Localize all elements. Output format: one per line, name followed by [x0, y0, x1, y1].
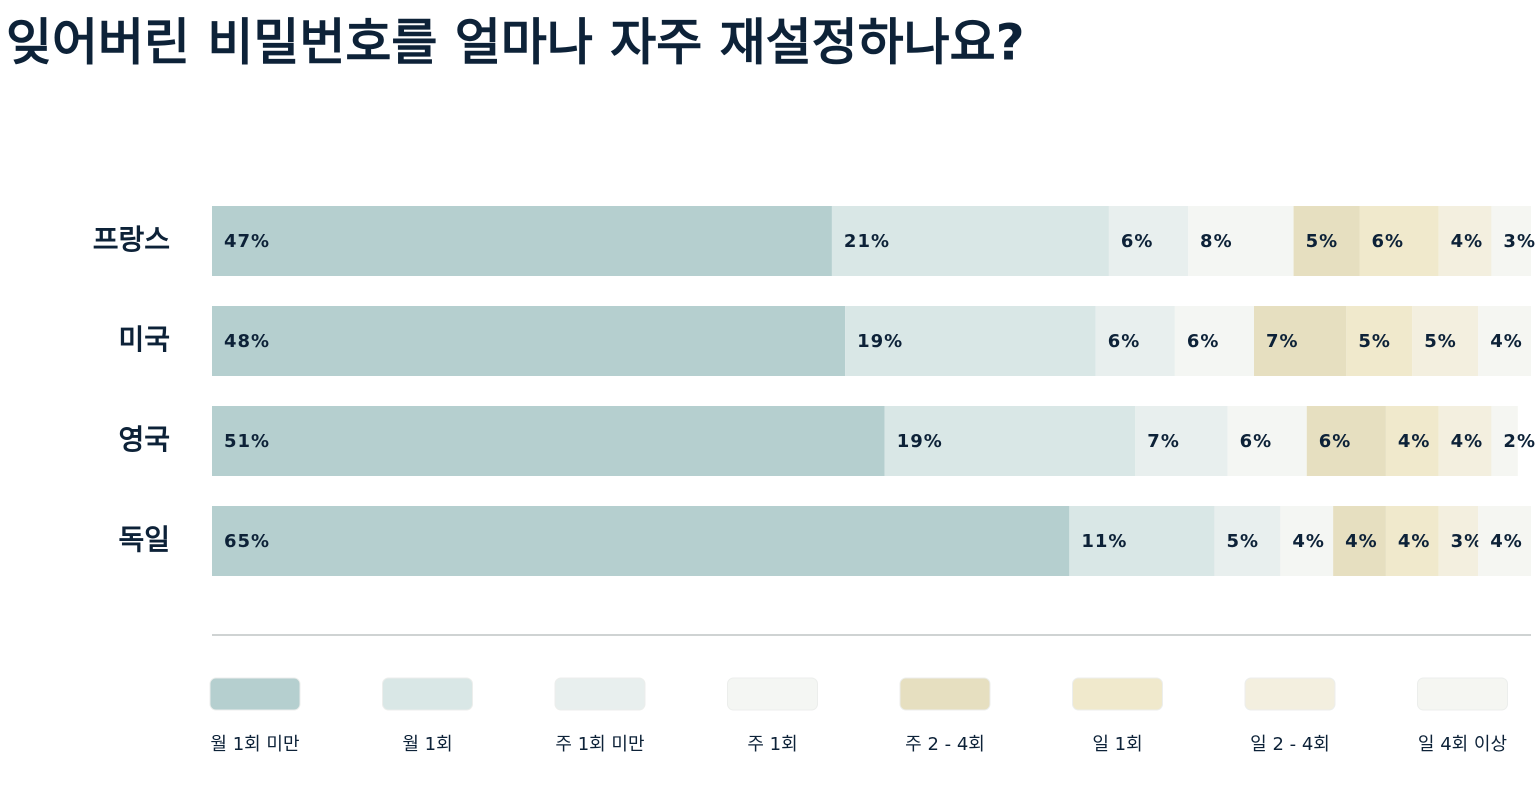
legend-label: 월 1회 미만 — [210, 734, 299, 755]
bar-segment — [1478, 506, 1531, 576]
bar-segment — [1491, 406, 1518, 476]
value-label: 3% — [1451, 531, 1484, 552]
value-label: 5% — [1358, 331, 1391, 352]
bar-segment — [1438, 206, 1492, 276]
bar-segment — [1385, 406, 1439, 476]
bar-segment — [1069, 506, 1215, 576]
value-label: 4% — [1345, 531, 1378, 552]
bar-segment — [1280, 506, 1334, 576]
bar-segment — [1135, 406, 1228, 476]
value-label: 8% — [1200, 231, 1233, 252]
chart-title: 잊어버린 비밀번호를 얼마나 자주 재설정하나요? — [6, 14, 1025, 72]
value-label: 19% — [857, 331, 903, 352]
value-label: 6% — [1121, 231, 1154, 252]
value-label: 5% — [1424, 331, 1457, 352]
value-label: 19% — [897, 431, 943, 452]
legend-label: 일 1회 — [1092, 734, 1142, 755]
legend-swatch — [1417, 677, 1508, 711]
legend-swatch — [1072, 677, 1163, 711]
value-label: 7% — [1266, 331, 1299, 352]
value-label: 21% — [844, 231, 890, 252]
bar-segment — [1188, 206, 1294, 276]
value-label: 5% — [1306, 231, 1339, 252]
value-label: 4% — [1292, 531, 1325, 552]
legend-label: 일 4회 이상 — [1418, 734, 1507, 755]
legend-swatch — [382, 677, 473, 711]
bar-segment — [1174, 306, 1255, 376]
legend-label: 주 2 - 4회 — [905, 734, 985, 755]
bar-segment — [1438, 506, 1479, 576]
category-label: 영국 — [118, 423, 170, 456]
category-label: 프랑스 — [93, 223, 170, 256]
bar-segment — [1346, 306, 1413, 376]
value-label: 4% — [1451, 231, 1484, 252]
bar-segment — [212, 506, 1070, 576]
value-label: 4% — [1398, 531, 1431, 552]
bar-segment — [1491, 206, 1531, 276]
legend-label: 일 2 - 4회 — [1250, 734, 1330, 755]
value-label: 11% — [1081, 531, 1127, 552]
legend-swatch — [899, 677, 991, 711]
bar-segment — [1385, 506, 1439, 576]
value-label: 3% — [1503, 231, 1536, 252]
value-label: 4% — [1490, 531, 1523, 552]
value-label: 2% — [1503, 431, 1536, 452]
legend-label: 월 1회 — [402, 734, 452, 755]
value-label: 51% — [224, 431, 270, 452]
value-label: 7% — [1147, 431, 1180, 452]
bar-segment — [1333, 506, 1386, 576]
bar-segment — [1412, 306, 1479, 376]
value-label: 6% — [1240, 431, 1273, 452]
value-label: 6% — [1108, 331, 1141, 352]
legend-label: 주 1회 미만 — [555, 734, 644, 755]
value-label: 5% — [1226, 531, 1259, 552]
bar-segment — [1359, 206, 1439, 276]
legend-swatch — [209, 677, 301, 711]
value-label: 4% — [1398, 431, 1431, 452]
bar-segment — [212, 306, 846, 376]
bar-segment — [1095, 306, 1175, 376]
bar-segment — [212, 206, 832, 276]
value-label: 48% — [224, 331, 270, 352]
bar-segment — [831, 206, 1109, 276]
bar-segment — [1293, 206, 1360, 276]
bar-segment — [1478, 306, 1531, 376]
value-label: 65% — [224, 531, 270, 552]
legend-label: 주 1회 — [747, 734, 797, 755]
value-label: 4% — [1490, 331, 1523, 352]
value-label: 6% — [1319, 431, 1352, 452]
value-label: 6% — [1372, 231, 1405, 252]
bar-segment — [1227, 406, 1307, 476]
value-label: 6% — [1187, 331, 1220, 352]
bar-segment — [212, 406, 885, 476]
bar-segment — [1306, 406, 1386, 476]
category-label: 독일 — [118, 523, 170, 556]
bar-segment — [845, 306, 1096, 376]
legend-swatch — [727, 677, 818, 711]
legend-swatch — [554, 677, 646, 711]
bar-segment — [884, 406, 1136, 476]
category-label: 미국 — [118, 323, 170, 356]
legend-swatch — [1244, 677, 1336, 711]
bar-segment — [1254, 306, 1347, 376]
bar-segment — [1214, 506, 1281, 576]
bar-segment — [1108, 206, 1189, 276]
value-label: 4% — [1451, 431, 1484, 452]
bar-segment — [1438, 406, 1492, 476]
value-label: 47% — [224, 231, 270, 252]
